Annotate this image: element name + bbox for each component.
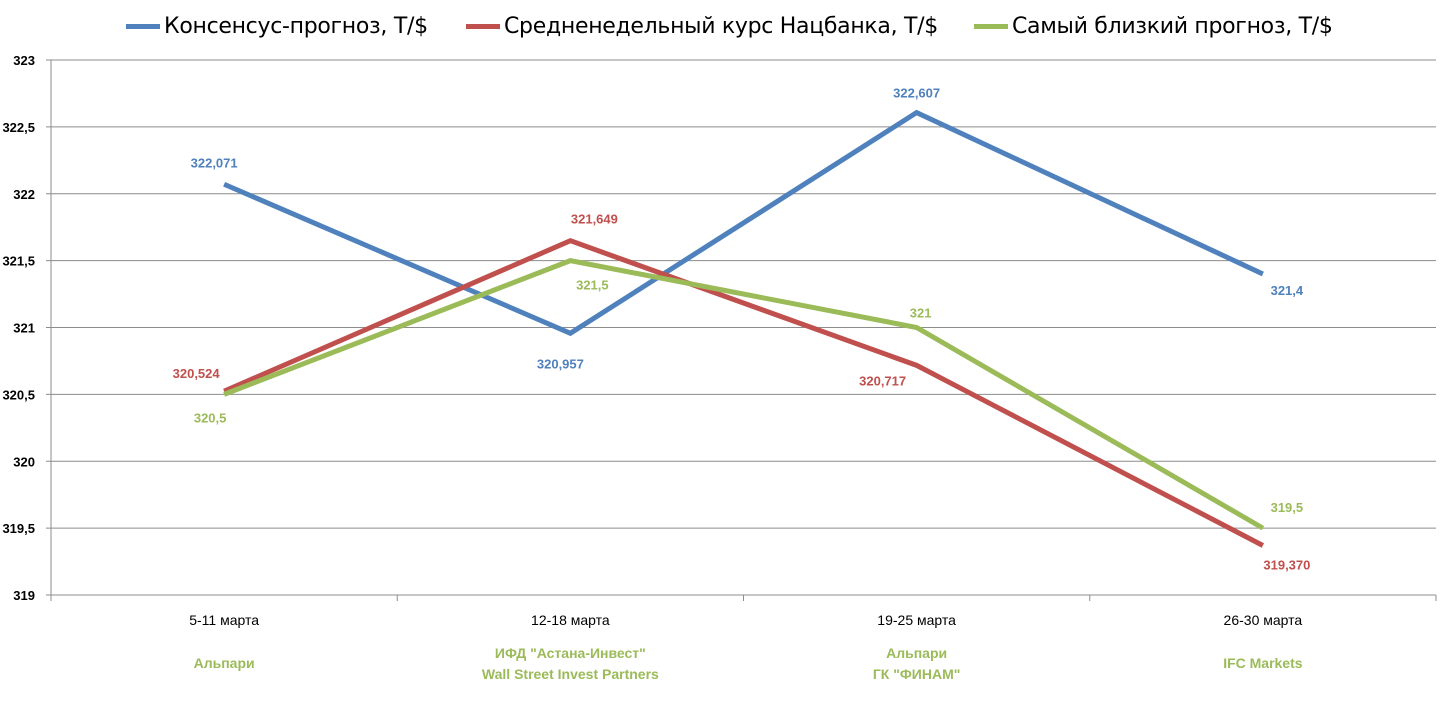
legend-item-nbk-rate: Средненедельный курс Нацбанка, Т/$ [466, 8, 938, 44]
forecaster-name: IFC Markets [1223, 655, 1303, 671]
x-tick-label: 26-30 марта [1224, 612, 1303, 628]
y-tick-label: 322,5 [2, 120, 35, 135]
legend-item-closest: Самый близкий прогноз, Т/$ [974, 8, 1333, 44]
x-tick-label: 5-11 марта [189, 612, 259, 628]
legend-label-closest: Самый близкий прогноз, Т/$ [1012, 13, 1333, 39]
forecaster-name: ИФД "Астана-Инвест" [495, 645, 646, 661]
forecaster-name: Wall Street Invest Partners [482, 666, 659, 682]
data-label: 320,524 [173, 366, 221, 381]
data-label: 322,607 [893, 86, 940, 101]
data-label: 322,071 [191, 155, 238, 170]
series-line-3 [223, 258, 1265, 531]
series-line-1 [223, 109, 1264, 337]
data-label: 321,4 [1271, 283, 1304, 298]
forecaster-name: Альпари [194, 655, 255, 671]
legend-label-consensus: Консенсус-прогноз, Т/$ [164, 13, 428, 39]
series-line-2 [223, 238, 1265, 548]
forecaster-name: Альпари [886, 645, 947, 661]
x-tick-label: 12-18 марта [531, 612, 610, 628]
y-tick-label: 321,5 [2, 254, 35, 269]
y-tick-label: 321 [13, 321, 35, 336]
y-tick-label: 320 [13, 454, 35, 469]
data-label: 320,717 [859, 373, 906, 388]
data-label: 321,5 [576, 278, 609, 293]
legend-item-consensus: Консенсус-прогноз, Т/$ [126, 8, 428, 44]
legend-label-nbk-rate: Средненедельный курс Нацбанка, Т/$ [504, 13, 938, 39]
y-tick-label: 320,5 [2, 387, 35, 402]
y-tick-label: 319,5 [2, 521, 35, 536]
y-tick-label: 322 [13, 187, 35, 202]
forecaster-name: ГК "ФИНАМ" [873, 666, 961, 682]
y-tick-label: 319 [13, 588, 35, 603]
legend-swatch-nbk-rate [466, 23, 500, 29]
data-label: 319,370 [1263, 558, 1310, 573]
chart-legend: Консенсус-прогноз, Т/$ Средненедельный к… [0, 8, 1442, 44]
legend-swatch-consensus [126, 23, 160, 29]
data-label: 319,5 [1271, 500, 1304, 515]
data-label: 320,5 [194, 410, 227, 425]
data-label: 321,649 [571, 212, 618, 227]
x-tick-label: 19-25 марта [877, 612, 956, 628]
legend-swatch-closest [974, 23, 1008, 29]
y-tick-label: 323 [13, 53, 35, 68]
data-label: 321 [910, 306, 932, 321]
data-label: 320,957 [537, 356, 584, 371]
